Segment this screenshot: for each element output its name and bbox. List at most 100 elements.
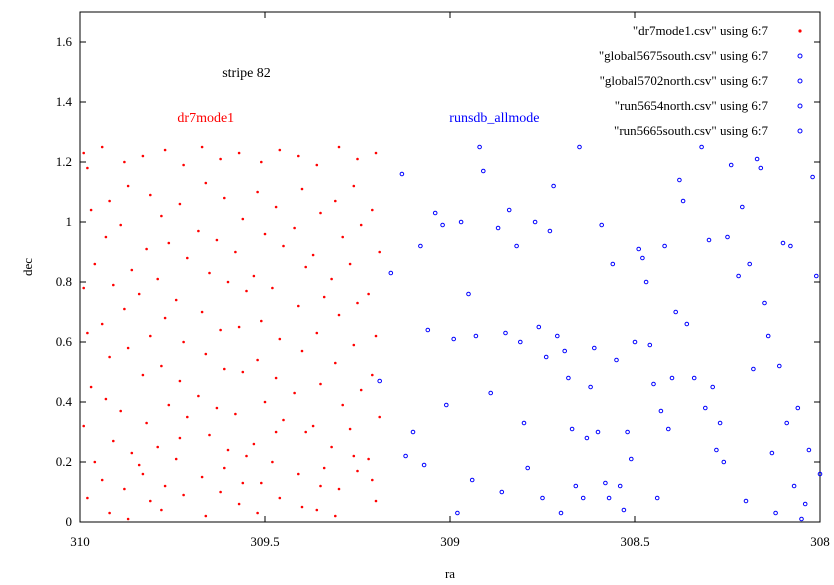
data-point-series-0 [367, 292, 370, 296]
y-tick-label: 1.4 [56, 94, 73, 109]
data-point-series-3 [684, 321, 690, 327]
data-point-series-0 [160, 364, 163, 368]
axis-ticks: 310 309.5 309 308.5 308 0 0.2 0.4 0.6 0.8 1 1.2 1.4 1… [56, 12, 830, 549]
data-point-series-0 [304, 265, 308, 269]
data-point-series-4 [795, 405, 801, 411]
data-point-series-3 [677, 177, 682, 183]
data-point-series-3 [669, 375, 675, 381]
data-point-series-1 [455, 510, 460, 516]
data-point-series-0 [374, 334, 378, 338]
x-tick-label: 308 [810, 534, 830, 549]
data-point-series-0 [334, 361, 337, 365]
data-point-series-0 [337, 145, 341, 149]
data-point-series-0 [208, 271, 211, 275]
data-point-series-0 [93, 460, 97, 464]
data-point-series-0 [319, 382, 322, 386]
data-point-series-1 [514, 243, 519, 249]
data-point-series-3 [647, 342, 653, 348]
data-point-series-4 [758, 165, 764, 171]
data-point-series-0 [374, 499, 378, 503]
data-point-series-0 [112, 439, 115, 443]
data-point-series-1 [458, 219, 464, 225]
data-point-series-0 [108, 199, 111, 203]
data-point-series-0 [93, 262, 97, 266]
data-point-series-0 [163, 484, 167, 488]
data-point-series-0 [271, 286, 274, 290]
data-point-series-0 [130, 451, 134, 455]
data-point-series-0 [300, 505, 304, 509]
data-point-series-3 [643, 279, 649, 285]
data-point-series-1 [481, 168, 486, 174]
data-point-series-0 [145, 247, 148, 251]
data-point-series-0 [319, 211, 322, 215]
data-point-series-0 [126, 346, 130, 350]
data-point-series-0 [123, 487, 126, 491]
data-point-series-0 [304, 430, 308, 434]
data-point-series-0 [245, 289, 248, 293]
data-point-series-0 [278, 337, 282, 341]
y-tick-label: 1.6 [56, 34, 73, 49]
data-point-series-4 [714, 447, 719, 453]
data-point-series-2 [566, 375, 571, 381]
data-point-series-0 [356, 301, 359, 305]
data-point-series-0 [263, 400, 267, 404]
data-point-series-0 [315, 508, 319, 512]
y-tick-label: 1.2 [56, 154, 72, 169]
data-point-series-0 [293, 226, 296, 230]
data-point-series-0 [82, 424, 85, 428]
data-point-series-4 [788, 243, 793, 249]
data-point-series-0 [330, 277, 333, 281]
data-point-series-2 [588, 384, 593, 390]
x-tick-label: 309 [440, 534, 460, 549]
data-point-series-3 [651, 381, 656, 387]
y-tick-label: 0.6 [56, 334, 73, 349]
data-point-series-0 [200, 475, 204, 479]
y-tick-label: 0.2 [56, 454, 72, 469]
data-point-series-0 [297, 304, 300, 308]
data-point-series-0 [174, 457, 178, 461]
data-point-series-0 [334, 199, 337, 203]
data-point-series-2 [584, 435, 590, 441]
data-point-series-3 [654, 495, 660, 501]
data-point-series-0 [337, 313, 341, 317]
data-point-series-0 [100, 322, 104, 326]
data-point-series-0 [223, 466, 226, 470]
data-point-series-2 [558, 510, 564, 516]
data-point-series-0 [219, 490, 222, 494]
data-point-series-0 [200, 145, 204, 149]
data-point-series-3 [673, 309, 679, 315]
data-point-series-0 [274, 376, 278, 380]
data-points [82, 144, 823, 522]
data-point-series-3 [658, 408, 664, 414]
data-point-series-3 [666, 426, 671, 432]
data-point-series-3 [636, 246, 642, 252]
data-point-series-0 [282, 244, 285, 248]
data-point-series-1 [410, 429, 416, 435]
data-point-series-0 [378, 415, 382, 419]
data-point-series-0 [100, 478, 104, 482]
data-point-series-1 [403, 453, 408, 459]
data-point-series-0 [315, 331, 319, 335]
data-point-series-0 [86, 331, 89, 335]
x-tick-label: 309.5 [250, 534, 279, 549]
data-point-series-0 [123, 160, 126, 164]
data-point-series-1 [399, 171, 405, 177]
data-point-series-4 [710, 384, 716, 390]
data-point-series-2 [580, 495, 586, 501]
data-point-series-3 [632, 339, 638, 345]
data-point-series-0 [89, 385, 93, 389]
data-point-series-3 [640, 255, 645, 261]
legend-marker [798, 29, 802, 33]
data-point-series-0 [282, 418, 285, 422]
legend-label: "dr7mode1.csv" using 6:7 [633, 23, 769, 38]
data-point-series-0 [182, 163, 185, 167]
legend-marker [797, 78, 803, 84]
data-point-series-0 [341, 403, 345, 407]
data-point-series-0 [300, 349, 304, 353]
data-point-series-0 [86, 496, 89, 500]
data-point-series-0 [82, 151, 85, 155]
data-point-series-0 [237, 151, 241, 155]
data-point-series-0 [163, 148, 167, 152]
data-point-series-0 [82, 286, 85, 290]
